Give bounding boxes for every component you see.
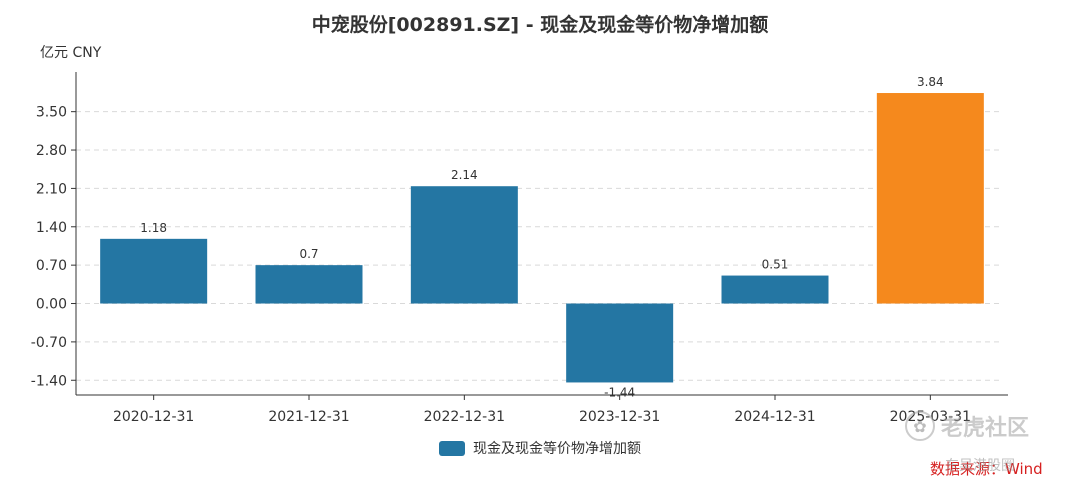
legend-swatch	[439, 440, 465, 456]
chart-title: 中宠股份[002891.SZ] - 现金及现金等价物净增加额	[311, 14, 769, 36]
data-label: 3.84	[917, 75, 944, 89]
y-tick-label: 3.50	[36, 105, 67, 121]
gridlines	[76, 111, 1000, 381]
data-label: 1.18	[140, 221, 167, 235]
data-label: 0.51	[762, 258, 789, 272]
bar-2020-12-31[interactable]	[100, 238, 208, 304]
tiger-logo-icon: ✿	[905, 411, 935, 441]
data-label: 2.14	[451, 168, 478, 182]
watermark: ✿ 老虎社区	[905, 410, 1029, 442]
x-tick-label: 2022-12-31	[424, 409, 505, 425]
y-tick-label: 2.10	[36, 181, 67, 197]
y-axis-unit-label: 亿元 CNY	[40, 45, 102, 61]
y-tick-label: -1.40	[31, 373, 67, 389]
y-tick-label: 0.00	[36, 297, 67, 313]
x-tick-label: 2020-12-31	[113, 409, 194, 425]
source-overlay-watermark: 东吴港股圈	[945, 458, 1015, 474]
source-note: 数据来源：Wind	[930, 458, 1043, 479]
bars	[100, 93, 984, 383]
y-tick-label: 0.70	[36, 258, 67, 274]
data-label: 0.7	[299, 247, 318, 261]
watermark-text: 老虎社区	[941, 416, 1030, 441]
x-tick-label: 2021-12-31	[268, 409, 349, 425]
bar-2024-12-31[interactable]	[721, 275, 829, 304]
bar-2022-12-31[interactable]	[410, 186, 518, 304]
value-labels: 1.18 0.7 2.14 -1.44 0.51 3.84	[140, 75, 943, 399]
legend[interactable]: 现金及现金等价物净增加额	[0, 438, 1080, 458]
bar-2025-03-31[interactable]	[876, 93, 984, 304]
bar-2021-12-31[interactable]	[255, 265, 363, 304]
y-tick-label: -0.70	[31, 335, 67, 351]
source-text: 数据来源：Wind	[930, 460, 1043, 478]
x-tick-label: 2024-12-31	[734, 409, 815, 425]
y-tick-label: 1.40	[36, 220, 67, 236]
data-label: -1.44	[604, 385, 635, 399]
bar-2023-12-31[interactable]	[566, 303, 674, 383]
x-tick-label: 2023-12-31	[579, 409, 660, 425]
y-tick-label: 2.80	[36, 143, 67, 159]
legend-label: 现金及现金等价物净增加额	[473, 441, 641, 457]
